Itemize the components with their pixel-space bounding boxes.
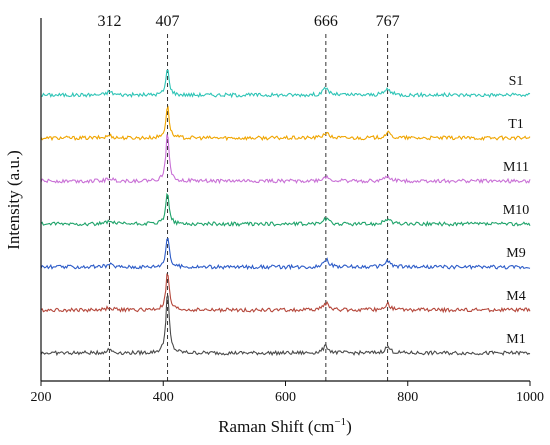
- series-line-m9: [40, 237, 531, 271]
- series-label-m11: M11: [503, 160, 529, 175]
- series-line-m1: [40, 295, 531, 357]
- series-line-m4: [40, 273, 531, 314]
- x-tick-label-600: 600: [275, 390, 296, 405]
- series-label-m4: M4: [506, 289, 525, 304]
- reference-label-767: 767: [376, 13, 400, 30]
- reference-lines-group: [108, 34, 389, 381]
- x-tick-label-400: 400: [153, 390, 174, 405]
- series-line-m10: [40, 192, 531, 228]
- x-axis-label-superscript: −1: [334, 416, 346, 428]
- reference-label-312: 312: [97, 13, 121, 30]
- reference-labels-group: 312 407 666 767: [97, 13, 399, 30]
- x-ticks-group: 200 400 600 800 1000: [31, 381, 544, 405]
- series-label-t1: T1: [508, 117, 524, 132]
- series-label-m1: M1: [506, 332, 525, 347]
- x-tick-label-1000: 1000: [516, 390, 544, 405]
- series-line-m11: [40, 134, 531, 185]
- x-axis-label-close: ): [346, 417, 352, 436]
- series-label-m10: M10: [503, 203, 529, 218]
- reference-label-666: 666: [314, 13, 338, 30]
- series-group: [40, 69, 531, 357]
- series-label-m9: M9: [506, 246, 525, 261]
- series-label-s1: S1: [509, 74, 524, 89]
- series-labels-group: S1 T1 M11 M10 M9 M4 M1: [503, 74, 529, 347]
- axes-group: [40, 18, 530, 382]
- series-line-s1: [40, 69, 531, 99]
- reference-label-407: 407: [156, 13, 180, 30]
- y-axis-label: Intensity (a.u.): [4, 150, 23, 250]
- x-tick-label-800: 800: [397, 390, 418, 405]
- x-axis-label: Raman Shift (cm−1): [218, 416, 352, 436]
- x-tick-label-200: 200: [31, 390, 52, 405]
- x-axis-label-main: Raman Shift (cm: [218, 417, 334, 436]
- series-line-t1: [40, 105, 531, 142]
